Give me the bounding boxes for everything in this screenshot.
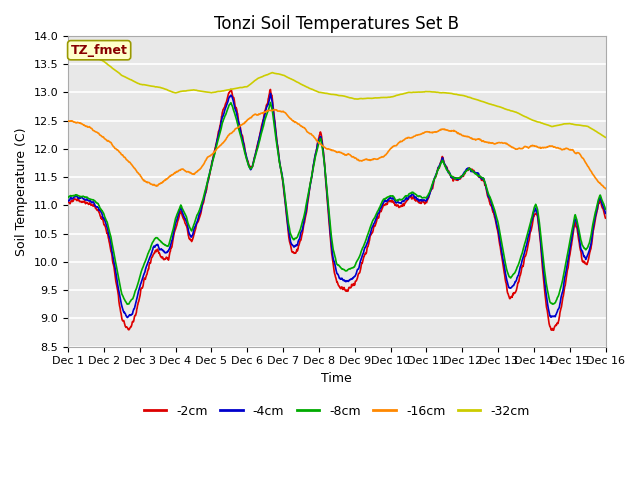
- X-axis label: Time: Time: [321, 372, 352, 385]
- Text: TZ_fmet: TZ_fmet: [70, 44, 127, 57]
- Legend: -2cm, -4cm, -8cm, -16cm, -32cm: -2cm, -4cm, -8cm, -16cm, -32cm: [139, 399, 534, 422]
- Y-axis label: Soil Temperature (C): Soil Temperature (C): [15, 127, 28, 255]
- Title: Tonzi Soil Temperatures Set B: Tonzi Soil Temperatures Set B: [214, 15, 460, 33]
